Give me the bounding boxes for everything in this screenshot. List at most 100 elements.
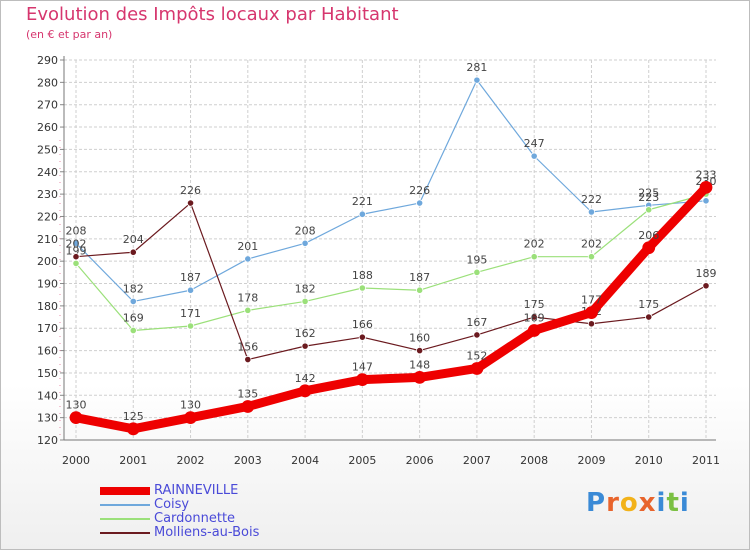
data-point-molliens-au-bois xyxy=(587,320,596,328)
legend-swatch-coisy xyxy=(100,504,150,506)
data-label-molliens-au-bois: 226 xyxy=(180,184,201,197)
data-point-rainneville xyxy=(470,362,484,375)
y-tick-label: 150 xyxy=(37,367,58,380)
legend-swatch-cardonnette xyxy=(100,518,150,520)
series-line-cardonnette xyxy=(75,193,707,332)
x-tick-label: 2007 xyxy=(463,454,491,467)
data-point-rainneville xyxy=(699,181,713,194)
data-point-molliens-au-bois xyxy=(530,313,538,321)
data-label-rainneville: 135 xyxy=(237,387,258,400)
y-tick-label: 260 xyxy=(37,121,58,134)
data-label-rainneville: 152 xyxy=(466,349,487,362)
data-label-molliens-au-bois: 175 xyxy=(638,298,659,311)
data-point-coisy xyxy=(129,297,137,306)
data-point-cardonnette xyxy=(587,253,596,261)
data-point-rainneville xyxy=(527,324,541,337)
legend-swatch-rainneville xyxy=(100,487,150,495)
data-label-coisy: 281 xyxy=(466,61,487,74)
data-point-molliens-au-bois xyxy=(129,248,137,256)
data-point-rainneville xyxy=(642,241,656,255)
data-point-molliens-au-bois xyxy=(702,282,710,290)
y-tick-label: 170 xyxy=(37,322,58,335)
data-point-cardonnette xyxy=(301,297,309,306)
data-point-cardonnette xyxy=(244,306,252,314)
data-point-rainneville xyxy=(413,371,427,384)
data-label-cardonnette: 223 xyxy=(638,191,659,204)
data-label-cardonnette: 202 xyxy=(524,238,545,251)
y-tick-label: 130 xyxy=(37,412,58,425)
data-label-cardonnette: 199 xyxy=(66,244,87,257)
y-tick-label: 280 xyxy=(37,76,58,89)
data-point-molliens-au-bois xyxy=(645,313,653,321)
data-point-molliens-au-bois xyxy=(72,253,80,261)
x-tick-label: 2002 xyxy=(177,454,205,467)
y-tick-label: 250 xyxy=(37,143,58,156)
data-label-molliens-au-bois: 162 xyxy=(295,327,316,340)
y-tick-label: 190 xyxy=(37,278,58,291)
y-tick-label: 210 xyxy=(37,233,58,246)
data-label-coisy: 208 xyxy=(295,224,316,237)
y-tick-label: 230 xyxy=(37,188,58,201)
data-point-coisy xyxy=(473,76,481,84)
x-tick-label: 2000 xyxy=(62,454,90,467)
data-point-cardonnette xyxy=(416,286,424,294)
data-label-cardonnette: 195 xyxy=(466,253,487,266)
data-label-coisy: 187 xyxy=(180,271,201,284)
data-label-rainneville: 130 xyxy=(180,399,201,412)
data-point-coisy xyxy=(72,239,80,247)
data-point-rainneville xyxy=(585,306,598,319)
data-label-molliens-au-bois: 166 xyxy=(352,318,373,331)
data-point-coisy xyxy=(587,208,596,216)
data-label-rainneville: 142 xyxy=(295,372,316,385)
data-point-coisy xyxy=(530,152,538,160)
proxiti-logo: Proxiti xyxy=(586,488,690,518)
data-label-molliens-au-bois: 160 xyxy=(409,332,430,345)
data-point-rainneville xyxy=(355,373,369,387)
y-tick-label: 120 xyxy=(37,434,58,447)
data-point-molliens-au-bois xyxy=(358,333,366,341)
data-point-rainneville xyxy=(69,411,83,425)
y-tick-label: 180 xyxy=(37,300,58,313)
series-line-molliens-au-bois xyxy=(75,202,707,361)
x-tick-label: 2009 xyxy=(577,454,605,467)
legend-label-coisy: Coisy xyxy=(154,497,190,512)
data-point-coisy xyxy=(244,255,252,263)
data-point-molliens-au-bois xyxy=(244,355,252,364)
data-point-coisy xyxy=(416,199,424,207)
x-tick-label: 2011 xyxy=(692,454,720,467)
data-label-rainneville: 125 xyxy=(123,410,144,423)
data-label-cardonnette: 182 xyxy=(295,282,316,295)
data-point-coisy xyxy=(358,210,366,218)
x-tick-label: 2006 xyxy=(406,454,434,467)
data-label-molliens-au-bois: 156 xyxy=(237,341,258,354)
data-point-cardonnette xyxy=(72,259,80,268)
data-label-molliens-au-bois: 189 xyxy=(696,267,717,280)
data-label-coisy: 208 xyxy=(66,224,87,237)
legend-swatch-molliens xyxy=(100,532,150,534)
legend-label-cardonnette: Cardonnette xyxy=(154,511,236,526)
y-tick-label: 160 xyxy=(37,345,58,358)
data-label-molliens-au-bois: 204 xyxy=(123,233,144,246)
data-point-molliens-au-bois xyxy=(186,199,195,207)
data-point-rainneville xyxy=(184,411,197,425)
series-line-rainneville xyxy=(71,182,711,434)
data-label-cardonnette: 169 xyxy=(123,311,144,324)
data-point-cardonnette xyxy=(358,284,366,292)
data-label-molliens-au-bois: 202 xyxy=(66,238,87,251)
data-label-coisy: 201 xyxy=(237,240,258,253)
y-tick-label: 290 xyxy=(37,54,58,67)
data-label-cardonnette: 187 xyxy=(409,271,430,284)
y-tick-label: 200 xyxy=(37,255,58,268)
legend-label-molliens: Molliens-au-Bois xyxy=(154,525,260,540)
data-point-rainneville xyxy=(241,400,255,413)
data-label-cardonnette: 171 xyxy=(180,307,201,320)
data-point-rainneville xyxy=(126,422,140,436)
x-tick-label: 2001 xyxy=(119,454,147,467)
data-label-rainneville: 147 xyxy=(352,361,373,374)
data-label-coisy: 221 xyxy=(352,195,373,208)
data-label-coisy: 222 xyxy=(581,193,602,206)
y-tick-label: 270 xyxy=(37,99,58,112)
data-point-molliens-au-bois xyxy=(473,331,481,339)
chart-title: Evolution des Impôts locaux par Habitant xyxy=(26,4,399,25)
x-tick-label: 2004 xyxy=(291,454,319,467)
